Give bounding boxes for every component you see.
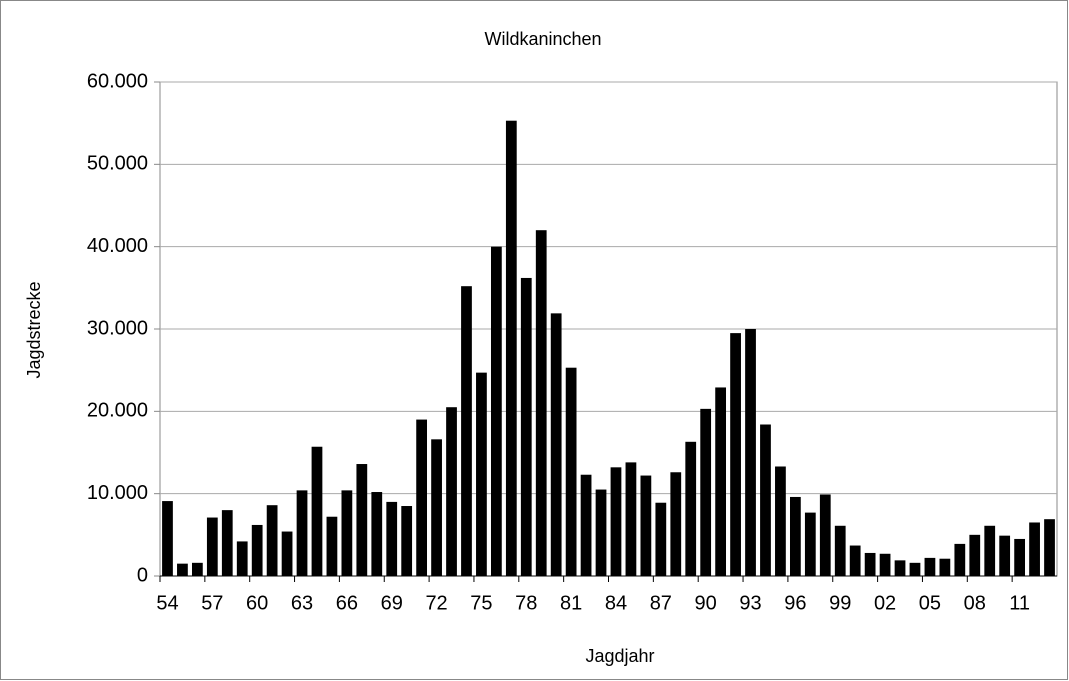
bar xyxy=(520,277,532,576)
bar xyxy=(595,489,607,576)
x-tick-label: 72 xyxy=(425,592,447,614)
bar xyxy=(236,541,248,576)
bar xyxy=(162,501,173,576)
bar xyxy=(550,313,562,576)
bar xyxy=(834,525,846,576)
bar xyxy=(789,496,801,576)
x-tick-label: 69 xyxy=(381,592,403,614)
y-tick-label: 10.000 xyxy=(87,482,148,504)
bar xyxy=(505,120,517,577)
bar xyxy=(401,506,413,576)
bar xyxy=(969,534,981,576)
bar xyxy=(849,545,861,576)
bar xyxy=(804,512,816,576)
bar xyxy=(296,490,308,576)
x-tick-label: 78 xyxy=(515,592,537,614)
bar xyxy=(1044,519,1055,576)
bar xyxy=(610,467,622,576)
bar xyxy=(191,562,203,576)
x-tick-label: 75 xyxy=(470,592,492,614)
bar xyxy=(1029,522,1040,576)
y-tick-label: 20.000 xyxy=(87,400,148,422)
bar xyxy=(625,462,637,576)
bar xyxy=(446,407,457,576)
y-tick-label: 0 xyxy=(137,564,148,586)
bar xyxy=(535,230,547,576)
bar xyxy=(670,472,682,576)
bar xyxy=(909,562,921,576)
bar xyxy=(700,408,712,576)
x-tick-label: 99 xyxy=(829,592,851,614)
bar xyxy=(760,424,771,576)
x-tick-label: 54 xyxy=(156,592,178,614)
bar xyxy=(1014,538,1026,576)
y-axis-label: Jagdstrecke xyxy=(24,281,44,378)
y-tick-label: 40.000 xyxy=(87,235,148,257)
bar xyxy=(461,286,472,576)
bar xyxy=(281,531,293,576)
bar xyxy=(640,475,652,576)
y-tick-label: 60.000 xyxy=(87,70,148,92)
bar xyxy=(954,543,966,576)
bar xyxy=(685,441,697,576)
x-tick-label: 90 xyxy=(695,592,717,614)
bar xyxy=(565,367,577,576)
chart-title: Wildkaninchen xyxy=(484,29,601,49)
bar xyxy=(730,333,741,576)
y-tick-label: 50.000 xyxy=(87,153,148,175)
bar xyxy=(580,474,592,576)
x-tick-label: 57 xyxy=(201,592,223,614)
bar xyxy=(655,502,667,576)
bar xyxy=(490,246,502,576)
y-tick-label: 30.000 xyxy=(87,317,148,339)
x-tick-label: 81 xyxy=(560,592,582,614)
bar xyxy=(386,501,398,576)
x-tick-label: 08 xyxy=(964,592,986,614)
x-tick-label: 05 xyxy=(919,592,941,614)
bar xyxy=(476,372,487,576)
bar xyxy=(251,524,263,576)
x-tick-label: 11 xyxy=(1009,592,1030,614)
bar xyxy=(341,490,353,576)
x-tick-label: 60 xyxy=(246,592,268,614)
x-tick-label: 96 xyxy=(784,592,806,614)
x-axis-label: Jagdjahr xyxy=(585,646,654,666)
x-tick-label: 93 xyxy=(739,592,761,614)
bar xyxy=(924,557,936,576)
x-tick-label: 87 xyxy=(650,592,672,614)
bar xyxy=(999,535,1011,576)
bar xyxy=(206,517,218,576)
bar xyxy=(879,553,891,576)
bar xyxy=(939,558,951,576)
bar xyxy=(745,329,756,576)
bar xyxy=(326,516,338,576)
x-tick-label: 63 xyxy=(291,592,313,614)
bar xyxy=(431,439,442,576)
x-tick-label: 66 xyxy=(336,592,358,614)
bar xyxy=(984,525,996,576)
bar xyxy=(775,466,786,576)
bar xyxy=(311,446,323,576)
bar xyxy=(371,492,383,576)
bar xyxy=(715,387,727,576)
bar xyxy=(266,505,278,576)
bar xyxy=(416,419,428,576)
bar xyxy=(894,560,906,576)
bar xyxy=(356,464,368,576)
bar xyxy=(221,510,233,576)
x-tick-label: 84 xyxy=(605,592,627,614)
bar xyxy=(177,563,188,576)
x-tick-label: 02 xyxy=(874,592,896,614)
bar xyxy=(819,494,831,576)
bar xyxy=(864,552,876,576)
